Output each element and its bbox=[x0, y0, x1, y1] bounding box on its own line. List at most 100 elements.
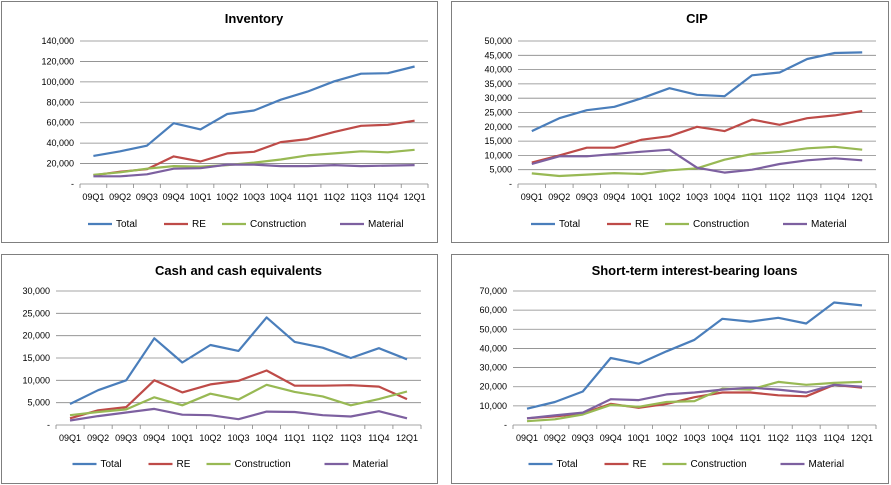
x-tick-label: 12Q1 bbox=[404, 192, 426, 202]
x-tick-label: 09Q3 bbox=[576, 192, 598, 202]
chart-svg: Cash and cash equivalents - 5,000 10,000 15,… bbox=[22, 263, 422, 470]
y-tick-label: 10,000 bbox=[484, 150, 512, 160]
legend-label: Material bbox=[809, 459, 845, 470]
series-line-total bbox=[69, 316, 408, 405]
legend-label: Total bbox=[557, 459, 578, 470]
y-tick-label: 40,000 bbox=[479, 343, 507, 353]
legend-item-construction: Construction bbox=[665, 219, 749, 230]
y-tick-label: 5,000 bbox=[27, 398, 50, 408]
legend-item-construction: Construction bbox=[206, 459, 291, 470]
legend-label: Material bbox=[811, 219, 847, 230]
x-tick-label: 09Q2 bbox=[87, 433, 109, 443]
series-line-material bbox=[93, 163, 415, 178]
series-line-re bbox=[93, 119, 415, 177]
legend-item-material: Material bbox=[780, 459, 845, 470]
x-tick-label: 10Q3 bbox=[243, 192, 265, 202]
chart-title: Short-term interest-bearing loans bbox=[592, 263, 798, 278]
series-line-total bbox=[526, 301, 863, 410]
chart-title: CIP bbox=[686, 11, 708, 26]
y-tick-label: 15,000 bbox=[484, 136, 512, 146]
series-line-total bbox=[93, 65, 415, 157]
x-tick-label: 10Q4 bbox=[711, 433, 733, 443]
x-tick-label: 11Q2 bbox=[324, 192, 345, 202]
x-tick-label: 11Q3 bbox=[796, 433, 817, 443]
y-tick-label: - bbox=[509, 179, 512, 189]
y-tick-label: 10,000 bbox=[479, 401, 507, 411]
legend-item-total: Total bbox=[88, 219, 137, 230]
y-tick-label: 50,000 bbox=[484, 36, 512, 46]
y-tick-label: 70,000 bbox=[479, 286, 507, 296]
y-tick-label: - bbox=[71, 179, 74, 189]
y-tick-label: 25,000 bbox=[484, 108, 512, 118]
y-tick-label: 60,000 bbox=[46, 118, 74, 128]
legend-item-re: RE bbox=[604, 459, 647, 470]
x-tick-label: 09Q1 bbox=[516, 433, 538, 443]
x-tick-label: 11Q3 bbox=[340, 433, 361, 443]
cip-chart-panel: CIP - 5,000 10,000 15,000 20,000 25,000 30,000 3… bbox=[451, 1, 889, 243]
series-line-construction bbox=[93, 148, 415, 176]
x-tick-label: 10Q2 bbox=[656, 433, 678, 443]
y-tick-label: - bbox=[504, 420, 507, 430]
chart-svg: Short-term interest-bearing loans - 10,000… bbox=[479, 263, 877, 470]
x-tick-label: 10Q3 bbox=[227, 433, 249, 443]
y-tick-label: 30,000 bbox=[484, 93, 512, 103]
x-tick-label: 09Q2 bbox=[544, 433, 566, 443]
series-line-construction bbox=[526, 380, 863, 423]
series-line-construction bbox=[531, 145, 863, 178]
legend-item-total: Total bbox=[72, 459, 122, 470]
inventory-chart-panel: Inventory - 20,000 40,000 60,000 80,000 100,00… bbox=[1, 1, 438, 243]
x-tick-label: 10Q1 bbox=[189, 192, 211, 202]
x-tick-label: 09Q3 bbox=[136, 192, 158, 202]
y-tick-label: 20,000 bbox=[479, 382, 507, 392]
chart-title: Cash and cash equivalents bbox=[155, 263, 322, 278]
y-tick-label: 30,000 bbox=[22, 286, 50, 296]
legend-item-material: Material bbox=[324, 459, 388, 470]
y-tick-label: 20,000 bbox=[46, 159, 74, 169]
series-line-total bbox=[531, 51, 863, 133]
x-tick-label: 09Q2 bbox=[548, 192, 570, 202]
x-tick-label: 11Q1 bbox=[284, 433, 305, 443]
y-tick-label: 140,000 bbox=[41, 36, 74, 46]
x-tick-label: 11Q4 bbox=[377, 192, 398, 202]
x-tick-label: 10Q4 bbox=[256, 433, 278, 443]
x-tick-label: 11Q4 bbox=[823, 433, 844, 443]
x-tick-label: 10Q4 bbox=[714, 192, 736, 202]
y-tick-label: 5,000 bbox=[489, 165, 512, 175]
x-tick-label: 09Q4 bbox=[143, 433, 165, 443]
legend-label: Total bbox=[101, 459, 122, 470]
x-tick-label: 09Q1 bbox=[521, 192, 543, 202]
series-line-construction bbox=[69, 383, 408, 417]
y-tick-label: 45,000 bbox=[484, 50, 512, 60]
chart-title: Inventory bbox=[225, 11, 284, 26]
legend-label: Total bbox=[116, 219, 137, 230]
x-tick-label: 12Q1 bbox=[851, 433, 873, 443]
x-tick-label: 11Q1 bbox=[740, 433, 761, 443]
legend-label: RE bbox=[177, 459, 191, 470]
x-tick-label: 09Q2 bbox=[109, 192, 131, 202]
series-line-re bbox=[69, 369, 408, 420]
x-tick-label: 10Q2 bbox=[216, 192, 238, 202]
x-tick-label: 11Q2 bbox=[312, 433, 333, 443]
y-tick-label: 40,000 bbox=[484, 65, 512, 75]
x-tick-label: 09Q1 bbox=[59, 433, 81, 443]
series-line-material bbox=[531, 148, 863, 174]
x-tick-label: 09Q3 bbox=[572, 433, 594, 443]
x-tick-label: 11Q2 bbox=[769, 192, 790, 202]
x-tick-label: 10Q2 bbox=[658, 192, 680, 202]
x-tick-label: 09Q3 bbox=[115, 433, 137, 443]
y-tick-label: 60,000 bbox=[479, 305, 507, 315]
x-tick-label: 11Q3 bbox=[796, 192, 817, 202]
x-tick-label: 10Q2 bbox=[199, 433, 221, 443]
x-tick-label: 11Q3 bbox=[350, 192, 371, 202]
x-tick-label: 12Q1 bbox=[396, 433, 418, 443]
y-tick-label: 10,000 bbox=[22, 375, 50, 385]
y-tick-label: 35,000 bbox=[484, 79, 512, 89]
loans-chart-panel: Short-term interest-bearing loans - 10,000… bbox=[451, 254, 889, 484]
legend-label: Construction bbox=[693, 219, 749, 230]
legend-label: Construction bbox=[691, 459, 747, 470]
cash-chart-panel: Cash and cash equivalents - 5,000 10,000 15,… bbox=[1, 254, 438, 484]
y-tick-label: - bbox=[47, 420, 50, 430]
y-tick-label: 100,000 bbox=[41, 77, 74, 87]
x-tick-label: 12Q1 bbox=[851, 192, 873, 202]
x-tick-label: 10Q1 bbox=[631, 192, 653, 202]
